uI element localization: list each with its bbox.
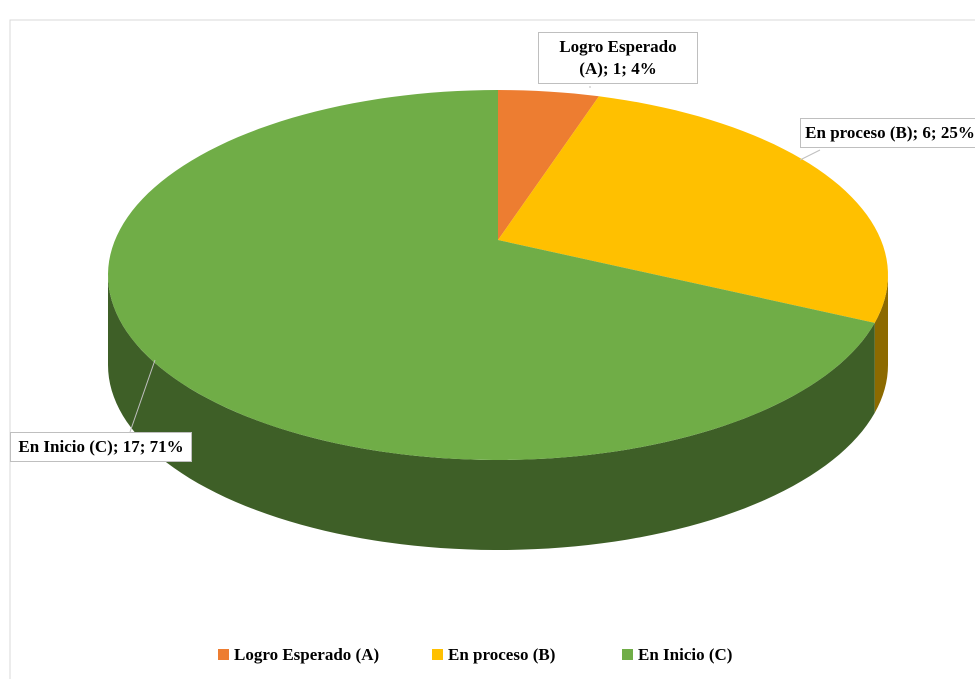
leader-line bbox=[129, 359, 156, 433]
data-label: En Inicio (C); 17; 71% bbox=[10, 432, 192, 462]
legend-swatch bbox=[218, 649, 229, 660]
data-label: Logro Esperado (A); 1; 4% bbox=[538, 32, 698, 84]
legend-label: Logro Esperado (A) bbox=[234, 645, 379, 664]
legend-label: En proceso (B) bbox=[448, 645, 555, 664]
legend-swatch bbox=[432, 649, 443, 660]
legend-label: En Inicio (C) bbox=[638, 645, 732, 664]
slice bbox=[498, 96, 888, 323]
slice bbox=[108, 90, 875, 460]
leader-line bbox=[799, 149, 821, 161]
slice-side bbox=[874, 275, 888, 413]
slice-side bbox=[108, 275, 875, 550]
legend-swatch bbox=[622, 649, 633, 660]
chart-border bbox=[9, 19, 975, 679]
slice bbox=[498, 90, 599, 240]
data-label: En proceso (B); 6; 25% bbox=[800, 118, 975, 148]
